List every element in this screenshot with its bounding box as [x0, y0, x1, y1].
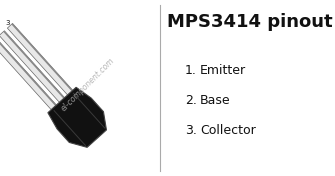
- Text: Emitter: Emitter: [200, 64, 246, 77]
- Polygon shape: [11, 23, 73, 91]
- Text: 3.: 3.: [185, 124, 197, 137]
- Polygon shape: [0, 38, 56, 110]
- Polygon shape: [48, 87, 107, 147]
- Text: MPS3414 pinout: MPS3414 pinout: [167, 13, 333, 31]
- Text: 2.: 2.: [185, 93, 197, 106]
- Text: el-component.com: el-component.com: [60, 56, 117, 114]
- Polygon shape: [0, 38, 56, 106]
- Text: 3: 3: [5, 20, 9, 26]
- Text: Base: Base: [200, 93, 230, 106]
- Text: 1.: 1.: [185, 64, 197, 77]
- Polygon shape: [3, 31, 65, 99]
- Text: Collector: Collector: [200, 124, 256, 137]
- Polygon shape: [0, 31, 65, 102]
- Polygon shape: [7, 23, 73, 95]
